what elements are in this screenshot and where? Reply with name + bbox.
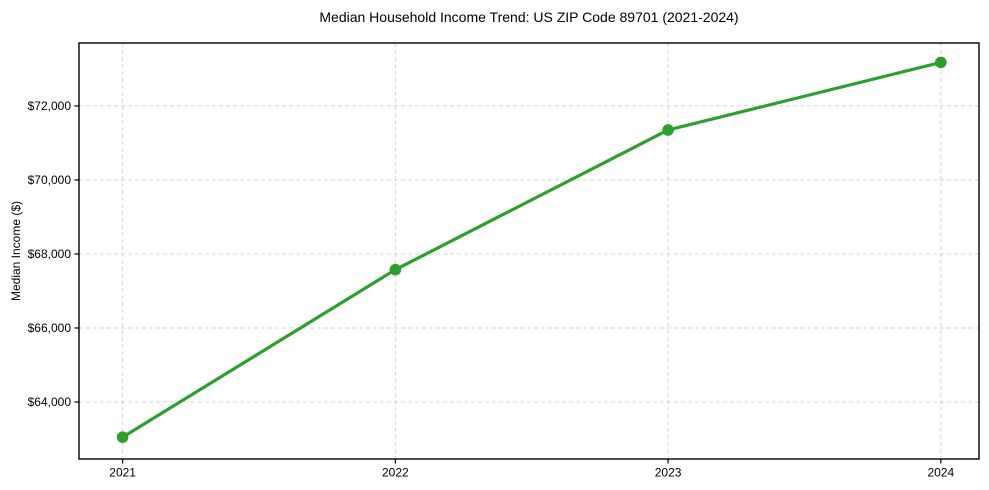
x-tick-label: 2021 bbox=[109, 466, 136, 480]
y-tick-label: $64,000 bbox=[28, 395, 72, 409]
x-tick-label: 2024 bbox=[927, 466, 954, 480]
y-tick-label: $70,000 bbox=[28, 173, 72, 187]
y-tick-label: $68,000 bbox=[28, 247, 72, 261]
data-point-marker bbox=[116, 431, 129, 443]
data-point-marker bbox=[389, 263, 402, 276]
plot-border bbox=[78, 42, 980, 460]
data-point-marker bbox=[935, 56, 947, 69]
x-tick-label: 2022 bbox=[382, 466, 409, 480]
chart-title: Median Household Income Trend: US ZIP Co… bbox=[319, 9, 739, 25]
y-tick-label: $72,000 bbox=[28, 99, 72, 113]
data-point-marker bbox=[662, 124, 674, 136]
x-tick-label: 2023 bbox=[655, 466, 682, 480]
trend-line bbox=[121, 60, 943, 439]
y-tick-label: $66,000 bbox=[28, 321, 72, 335]
